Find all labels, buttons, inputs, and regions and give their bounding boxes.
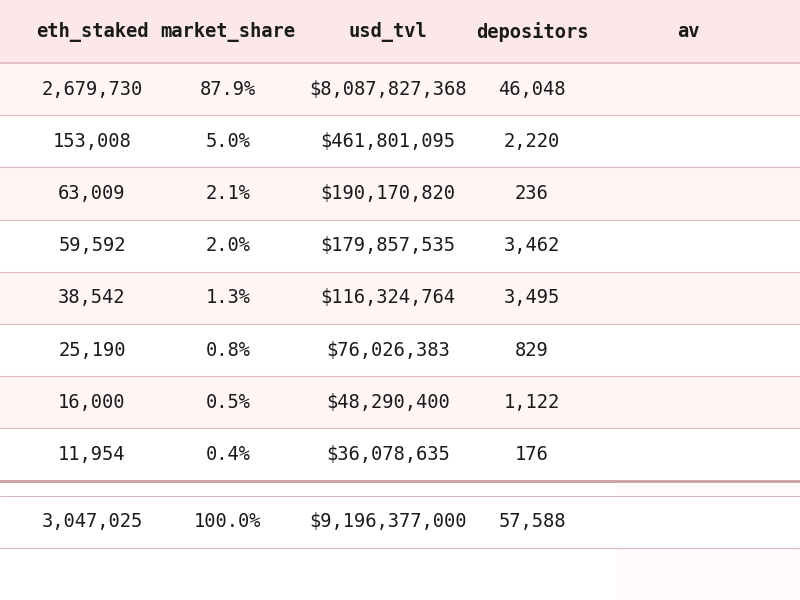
Bar	[0, 115, 800, 167]
Text: market_share: market_share	[161, 22, 295, 41]
Text: 3,462: 3,462	[504, 236, 560, 255]
Text: eth_staked: eth_staked	[36, 22, 148, 41]
Text: 87.9%: 87.9%	[200, 80, 256, 98]
Bar	[0, 220, 800, 272]
Text: 829: 829	[515, 341, 549, 359]
Text: $461,801,095: $461,801,095	[321, 132, 455, 151]
Text: 2,679,730: 2,679,730	[42, 80, 142, 98]
Text: 16,000: 16,000	[58, 393, 126, 412]
Bar	[616, 0, 800, 600]
Bar	[0, 167, 800, 220]
Text: $9,196,377,000: $9,196,377,000	[310, 512, 466, 531]
Text: 5.0%: 5.0%	[206, 132, 250, 151]
Text: 57,588: 57,588	[498, 512, 566, 531]
Text: 3,047,025: 3,047,025	[42, 512, 142, 531]
Text: 0.8%: 0.8%	[206, 341, 250, 359]
Text: 46,048: 46,048	[498, 80, 566, 98]
Text: 0.5%: 0.5%	[206, 393, 250, 412]
Bar	[0, 324, 800, 376]
Text: $36,078,635: $36,078,635	[326, 445, 450, 464]
Bar	[0, 0, 800, 63]
Bar	[0, 272, 800, 324]
Text: $116,324,764: $116,324,764	[321, 289, 455, 307]
Text: 1.3%: 1.3%	[206, 289, 250, 307]
Text: 100.0%: 100.0%	[194, 512, 262, 531]
Text: usd_tvl: usd_tvl	[349, 22, 427, 41]
Bar	[0, 376, 800, 428]
Bar	[0, 63, 800, 115]
Text: $48,290,400: $48,290,400	[326, 393, 450, 412]
Text: $76,026,383: $76,026,383	[326, 341, 450, 359]
Text: $8,087,827,368: $8,087,827,368	[310, 80, 466, 98]
Text: 11,954: 11,954	[58, 445, 126, 464]
Text: 3,495: 3,495	[504, 289, 560, 307]
Bar	[0, 428, 800, 481]
Text: 2.1%: 2.1%	[206, 184, 250, 203]
Text: 25,190: 25,190	[58, 341, 126, 359]
Text: 59,592: 59,592	[58, 236, 126, 255]
Text: 153,008: 153,008	[53, 132, 131, 151]
Text: 2.0%: 2.0%	[206, 236, 250, 255]
Text: 38,542: 38,542	[58, 289, 126, 307]
Text: $179,857,535: $179,857,535	[321, 236, 455, 255]
Text: av: av	[677, 22, 699, 41]
Text: 0.4%: 0.4%	[206, 445, 250, 464]
Text: 176: 176	[515, 445, 549, 464]
Bar	[0, 496, 800, 548]
Text: depositors: depositors	[476, 22, 588, 41]
Text: 63,009: 63,009	[58, 184, 126, 203]
Text: 2,220: 2,220	[504, 132, 560, 151]
Text: $190,170,820: $190,170,820	[321, 184, 455, 203]
Text: 236: 236	[515, 184, 549, 203]
Text: 1,122: 1,122	[504, 393, 560, 412]
